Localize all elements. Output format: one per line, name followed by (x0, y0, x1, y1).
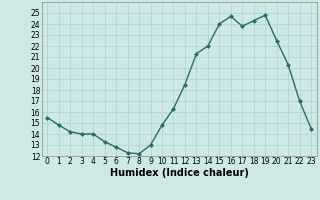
X-axis label: Humidex (Indice chaleur): Humidex (Indice chaleur) (110, 168, 249, 178)
